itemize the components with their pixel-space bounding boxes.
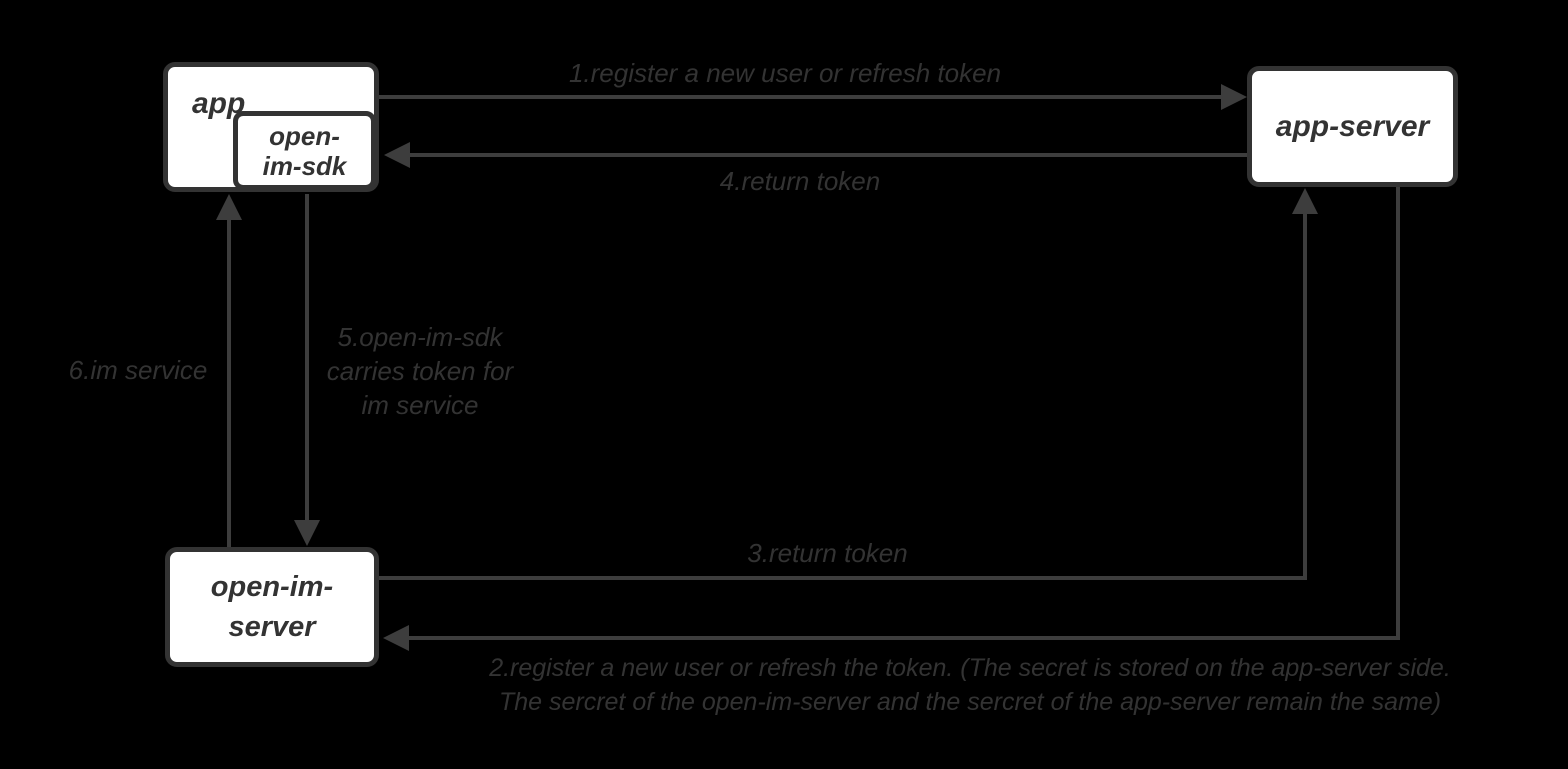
node-open-im-sdk-label-line1: open-	[269, 120, 340, 151]
edge6-arrowhead	[216, 194, 242, 220]
edge3-label: 3.return token	[747, 538, 908, 568]
node-app-server-label: app-server	[1275, 109, 1430, 143]
edge5-label-line3: im service	[361, 390, 479, 420]
edge5-arrowhead	[294, 520, 320, 546]
node-open-im-server-label-line2: server	[228, 611, 316, 643]
edge2-label-line2: The sercret of the open-im-server and th…	[498, 688, 1442, 716]
node-app-server: app-server	[1247, 66, 1458, 187]
edge1-line	[379, 95, 1223, 99]
edge6-line	[227, 218, 231, 547]
edge2-arrowhead	[383, 625, 409, 651]
edge1-arrowhead	[1221, 84, 1247, 110]
edge4-label: 4.return token	[719, 166, 881, 196]
edge5-label: 5.open-im-sdk carries token for im servi…	[310, 320, 530, 422]
edge1-label: 1.register a new user or refresh token	[568, 58, 1002, 88]
edge4-line	[408, 153, 1247, 157]
edge2-label: 2.register a new user or refresh the tok…	[390, 651, 1550, 719]
node-open-im-server: open-im- server	[165, 547, 379, 667]
node-open-im-server-label-line1: open-im-	[210, 571, 334, 603]
edge5-line	[305, 194, 309, 521]
edge3-arrowhead	[1292, 188, 1318, 214]
edge3-line-horizontal	[379, 576, 1307, 580]
node-open-im-sdk: open- im-sdk	[233, 111, 376, 190]
edge2-line-horizontal	[407, 636, 1400, 640]
edge6-label: 6.im service	[68, 355, 208, 385]
node-open-im-sdk-label-line2: im-sdk	[262, 150, 347, 181]
node-app: app open- im-sdk	[163, 62, 379, 192]
edge5-label-line1: 5.open-im-sdk	[337, 322, 503, 352]
edge2-label-line1: 2.register a new user or refresh the tok…	[489, 654, 1451, 682]
edge2-line-vertical	[1396, 187, 1400, 640]
edge5-label-line2: carries token for	[326, 356, 514, 386]
edge3-line-vertical	[1303, 214, 1307, 580]
edge4-arrowhead	[384, 142, 410, 168]
